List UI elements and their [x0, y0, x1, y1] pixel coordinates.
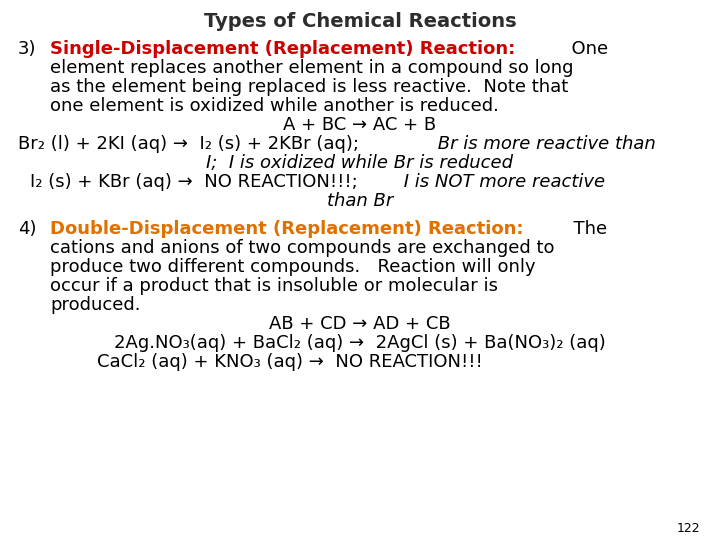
Text: The: The: [562, 220, 607, 238]
Text: 4): 4): [18, 220, 37, 238]
Text: produce two different compounds.   Reaction will only: produce two different compounds. Reactio…: [50, 258, 536, 276]
Text: one element is oxidized while another is reduced.: one element is oxidized while another is…: [50, 97, 499, 115]
Text: A + BC → AC + B: A + BC → AC + B: [284, 116, 436, 134]
Text: Double-Displacement (Replacement) Reaction:: Double-Displacement (Replacement) Reacti…: [50, 220, 523, 238]
Text: 2Ag.NO₃(aq) + BaCl₂ (aq) →  2AgCl (s) + Ba(NO₃)₂ (aq): 2Ag.NO₃(aq) + BaCl₂ (aq) → 2AgCl (s) + B…: [114, 334, 606, 352]
Text: than Br: than Br: [327, 192, 393, 210]
Text: occur if a product that is insoluble or molecular is: occur if a product that is insoluble or …: [50, 277, 498, 295]
Text: as the element being replaced is less reactive.  Note that: as the element being replaced is less re…: [50, 78, 568, 96]
Text: One: One: [560, 40, 608, 58]
Text: I₂ (s) + KBr (aq) →  NO REACTION!!!;: I₂ (s) + KBr (aq) → NO REACTION!!!;: [30, 173, 358, 191]
Text: Br is more reactive than: Br is more reactive than: [432, 135, 656, 153]
Text: I is NOT more reactive: I is NOT more reactive: [398, 173, 605, 191]
Text: I;  I is oxidized while Br is reduced: I; I is oxidized while Br is reduced: [207, 154, 513, 172]
Text: produced.: produced.: [50, 296, 140, 314]
Text: element replaces another element in a compound so long: element replaces another element in a co…: [50, 59, 574, 77]
Text: 3): 3): [18, 40, 37, 58]
Text: AB + CD → AD + CB: AB + CD → AD + CB: [269, 315, 451, 333]
Text: Br₂ (l) + 2KI (aq) →  I₂ (s) + 2KBr (aq);: Br₂ (l) + 2KI (aq) → I₂ (s) + 2KBr (aq);: [18, 135, 359, 153]
Text: cations and anions of two compounds are exchanged to: cations and anions of two compounds are …: [50, 239, 554, 257]
Text: CaCl₂ (aq) + KNO₃ (aq) →  NO REACTION!!!: CaCl₂ (aq) + KNO₃ (aq) → NO REACTION!!!: [97, 353, 483, 371]
Text: Types of Chemical Reactions: Types of Chemical Reactions: [204, 12, 516, 31]
Text: 122: 122: [676, 522, 700, 535]
Text: Single-Displacement (Replacement) Reaction:: Single-Displacement (Replacement) Reacti…: [50, 40, 516, 58]
